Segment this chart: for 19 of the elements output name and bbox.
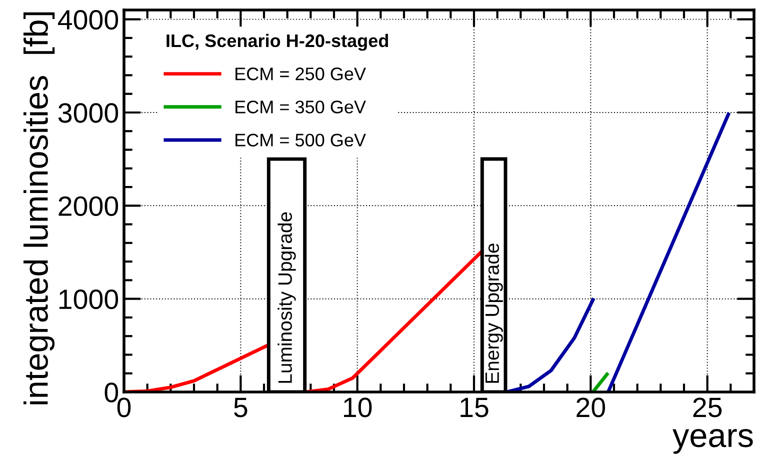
y-tick-label: 0 xyxy=(104,382,118,402)
band-label: Energy Upgrade xyxy=(484,244,503,383)
x-tick-label: 0 xyxy=(117,398,131,418)
x-tick-label: 15 xyxy=(460,398,488,418)
x-tick-label: 25 xyxy=(693,398,722,418)
y-axis-title: integrated luminosities [fb] xyxy=(24,12,55,404)
x-tick-label: 10 xyxy=(344,398,372,418)
legend-label: ECM = 350 GeV xyxy=(236,100,366,114)
y-tick-label: 1000 xyxy=(59,290,118,310)
legend-label: ECM = 250 GeV xyxy=(236,68,366,80)
y-tick-label: 2000 xyxy=(58,196,118,216)
x-tick-label: 5 xyxy=(234,398,248,418)
y-tick-label: 3000 xyxy=(58,103,118,123)
y-tick-label: 4000 xyxy=(58,10,118,30)
band-label: Luminosity Upgrade xyxy=(278,212,296,383)
x-tick-label: 20 xyxy=(576,398,606,418)
legend-title: ILC, Scenario H-20-staged xyxy=(166,34,388,51)
legend-label: ECM = 500 GeV xyxy=(236,134,366,146)
x-axis-title: years xyxy=(672,428,753,454)
